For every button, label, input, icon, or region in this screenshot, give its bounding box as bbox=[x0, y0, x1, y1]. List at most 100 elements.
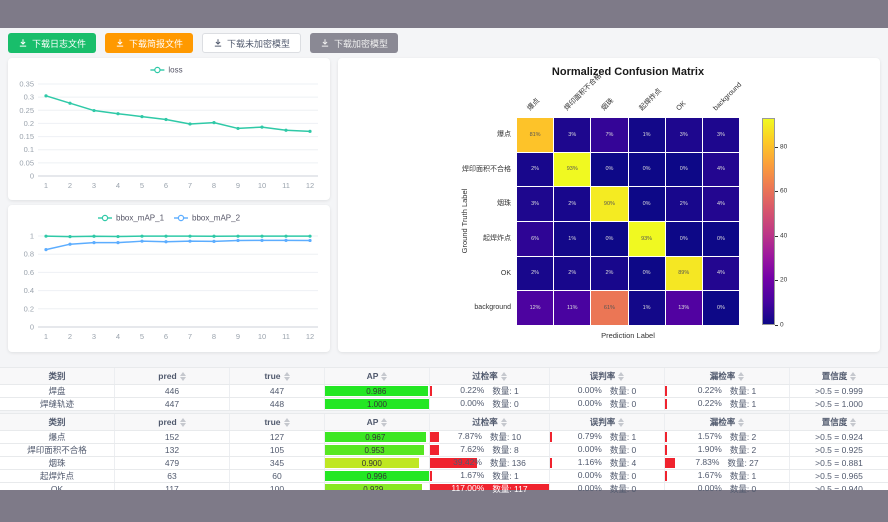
cell-overkill: 0.00% 数量: 0 bbox=[430, 398, 550, 410]
svg-text:8: 8 bbox=[212, 181, 216, 190]
column-header-false_judge[interactable]: 误判率 bbox=[550, 414, 665, 430]
cell-ap: 0.953 bbox=[325, 444, 430, 456]
cm-cell: 0% bbox=[702, 222, 739, 256]
rate-bar bbox=[665, 445, 668, 455]
svg-text:7: 7 bbox=[188, 332, 192, 341]
legend-item-bbox_mAP_1[interactable]: bbox_mAP_1 bbox=[98, 214, 165, 223]
cell-false_judge: 0.00% 数量: 0 bbox=[550, 398, 665, 410]
sort-icon[interactable] bbox=[283, 371, 290, 381]
cell-pred: 132 bbox=[115, 444, 230, 456]
sort-icon[interactable] bbox=[850, 371, 857, 381]
column-header-ap[interactable]: AP bbox=[325, 414, 430, 430]
cm-cell: 0% bbox=[665, 152, 702, 187]
download-encrypted-model-button[interactable]: 下载加密模型 bbox=[310, 33, 399, 53]
legend-item-loss[interactable]: loss bbox=[150, 66, 183, 75]
colorbar-tick-mark bbox=[775, 191, 778, 193]
column-header-miss[interactable]: 漏检率 bbox=[665, 368, 790, 384]
svg-text:4: 4 bbox=[116, 181, 120, 190]
cm-cell: 11% bbox=[554, 291, 591, 325]
column-header-true_count[interactable]: true bbox=[230, 414, 325, 430]
cm-row-label: OK bbox=[500, 269, 511, 277]
download-plain-model-button[interactable]: 下载未加密模型 bbox=[202, 33, 302, 53]
cell-confidence: >0.5 = 1.000 bbox=[815, 399, 863, 409]
cm-col-label: 起焊炸点 bbox=[637, 87, 663, 113]
cell-miss: 0.22% 数量: 1 bbox=[665, 385, 790, 397]
cm-cell: 61% bbox=[591, 291, 628, 325]
cm-cell: 0% bbox=[665, 222, 702, 256]
download-icon bbox=[214, 39, 222, 47]
cm-cell: 0% bbox=[628, 256, 665, 291]
cm-row-label: 起焊炸点 bbox=[483, 235, 511, 242]
cell-ap: 0.986 bbox=[325, 385, 430, 397]
svg-text:0.3: 0.3 bbox=[24, 93, 34, 102]
cell-confidence: >0.5 = 0.881 bbox=[815, 458, 863, 468]
svg-text:6: 6 bbox=[164, 332, 168, 341]
column-header-confidence[interactable]: 置信度 bbox=[790, 368, 888, 384]
colorbar bbox=[762, 118, 775, 325]
svg-text:9: 9 bbox=[236, 181, 240, 190]
column-header-confidence[interactable]: 置信度 bbox=[790, 414, 888, 430]
download-log-button[interactable]: 下载日志文件 bbox=[8, 33, 97, 53]
sort-icon[interactable] bbox=[283, 417, 290, 427]
loss-chart-card: 0 0.05 0.1 0.15 0.2 0.25 0.3 0.35 1 2 3 4 5 6 7 8 9 10 11 1… bbox=[8, 58, 330, 200]
rate-bar bbox=[430, 471, 432, 481]
cm-cell: 1% bbox=[628, 118, 665, 152]
table-row: 焊缝轨迹 447 448 1.000 0.00% 数量: 0 0.00% 数量: 0 0.22%… bbox=[0, 398, 888, 411]
cell-pred: 152 bbox=[115, 431, 230, 443]
cell-miss: 0.22% 数量: 1 bbox=[665, 398, 790, 410]
column-header-true_count[interactable]: true bbox=[230, 368, 325, 384]
sort-icon[interactable] bbox=[850, 417, 857, 427]
ap-bar: 0.929 bbox=[325, 484, 422, 494]
sort-icon[interactable] bbox=[618, 417, 625, 427]
cm-cell: 2% bbox=[517, 256, 554, 291]
cell-false_judge: 0.00% 数量: 0 bbox=[550, 470, 665, 482]
cell-overkill: 0.22% 数量: 1 bbox=[430, 385, 550, 397]
cell-false_judge: 0.00% 数量: 0 bbox=[550, 444, 665, 456]
cm-cell: 1% bbox=[554, 222, 591, 256]
toolbar: 下载日志文件 下载简报文件 下载未加密模型 下载加密模型 bbox=[8, 33, 399, 53]
svg-text:0.05: 0.05 bbox=[19, 158, 34, 167]
cm-row-label: 爆点 bbox=[497, 131, 511, 138]
column-header-false_judge[interactable]: 误判率 bbox=[550, 368, 665, 384]
colorbar-tick-label: 40 bbox=[780, 232, 788, 240]
download-icon bbox=[321, 39, 329, 47]
rate-bar bbox=[430, 445, 440, 455]
cell-true_count: 127 bbox=[230, 431, 325, 443]
cell-category: 起焊炸点 bbox=[0, 470, 115, 482]
cm-cell: 4% bbox=[702, 187, 739, 221]
button-label: 下载未加密模型 bbox=[227, 38, 291, 49]
sort-icon[interactable] bbox=[738, 417, 745, 427]
column-header-pred[interactable]: pred bbox=[115, 414, 230, 430]
sort-icon[interactable] bbox=[381, 371, 388, 381]
cm-cell: 2% bbox=[517, 152, 554, 187]
sort-icon[interactable] bbox=[500, 417, 507, 427]
column-header-pred[interactable]: pred bbox=[115, 368, 230, 384]
column-header-overkill[interactable]: 过检率 bbox=[430, 368, 550, 384]
sort-icon[interactable] bbox=[500, 371, 507, 381]
sort-icon[interactable] bbox=[381, 417, 388, 427]
column-header-ap[interactable]: AP bbox=[325, 368, 430, 384]
cell-confidence: >0.5 = 0.965 bbox=[815, 471, 863, 481]
cell-ap: 0.967 bbox=[325, 431, 430, 443]
sort-icon[interactable] bbox=[618, 371, 625, 381]
cell-miss: 1.67% 数量: 1 bbox=[665, 470, 790, 482]
sort-icon[interactable] bbox=[738, 371, 745, 381]
cm-cell: 12% bbox=[517, 291, 554, 325]
svg-text:0.25: 0.25 bbox=[19, 106, 34, 115]
legend-item-bbox_mAP_2[interactable]: bbox_mAP_2 bbox=[174, 214, 241, 223]
cell-false_judge: 0.79% 数量: 1 bbox=[550, 431, 665, 443]
colorbar-tick-label: 20 bbox=[780, 276, 788, 284]
column-header-category: 类别 bbox=[0, 368, 115, 384]
download-report-button[interactable]: 下载简报文件 bbox=[105, 33, 194, 53]
svg-text:0: 0 bbox=[30, 323, 34, 332]
cm-col-label: 爆点 bbox=[526, 97, 542, 113]
column-header-overkill[interactable]: 过检率 bbox=[430, 414, 550, 430]
cell-miss: 1.90% 数量: 2 bbox=[665, 444, 790, 456]
sort-icon[interactable] bbox=[179, 371, 186, 381]
sort-icon[interactable] bbox=[179, 417, 186, 427]
svg-text:9: 9 bbox=[236, 332, 240, 341]
column-header-miss[interactable]: 漏检率 bbox=[665, 414, 790, 430]
x-axis-title: Prediction Label bbox=[601, 331, 655, 340]
svg-text:1: 1 bbox=[44, 332, 48, 341]
